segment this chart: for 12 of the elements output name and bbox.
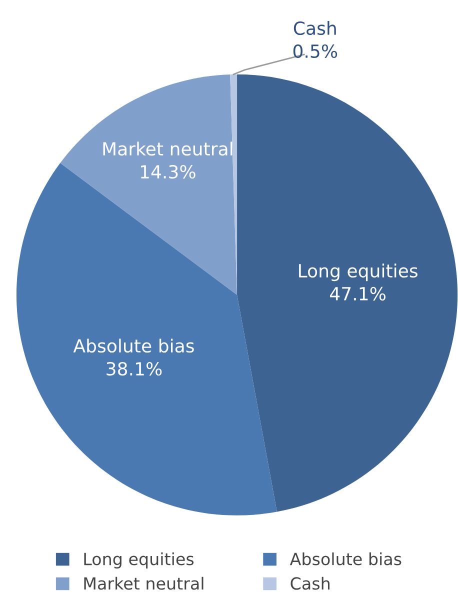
data-label: 0.5% (293, 44, 338, 58)
slice-label: Absolute bias (73, 338, 194, 353)
legend-label: Absolute bias (290, 552, 402, 566)
slice-label: Long equities (299, 264, 418, 282)
data-label: 38.1% (106, 362, 162, 376)
slice-label: Cash (294, 21, 336, 36)
legend-label: Cash (290, 576, 330, 590)
legend-label: Market neutral (84, 576, 204, 590)
data-label: 14.3% (140, 164, 196, 179)
legend-label: Long equities (84, 552, 194, 569)
data-label: 47.1% (330, 286, 386, 301)
slice-label: Market neutral (103, 142, 232, 156)
